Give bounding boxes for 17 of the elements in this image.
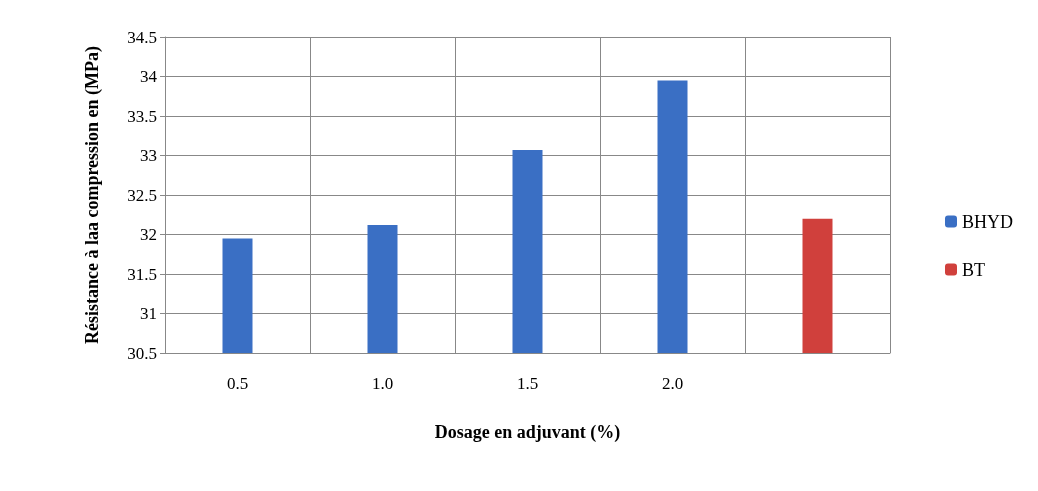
- y-tick-label: 32: [140, 225, 157, 244]
- y-tick-label: 30.5: [127, 343, 157, 363]
- y-tick-label: 31: [140, 304, 157, 323]
- x-tick-label: 1.5: [516, 374, 539, 393]
- x-tick-label: 2.0: [661, 374, 684, 393]
- x-axis-title: Dosage en adjuvant (%): [434, 422, 621, 443]
- legend-label: BHYD: [962, 211, 1014, 232]
- legend-label: BT: [962, 259, 986, 280]
- y-tick-label: 33.5: [127, 106, 157, 126]
- y-tick-label: 34.5: [127, 27, 157, 47]
- x-tick-label: 1.0: [371, 374, 394, 393]
- y-tick-label: 31.5: [127, 264, 157, 284]
- y-tick-label: 33: [140, 146, 157, 165]
- y-tick-label: 32.5: [127, 185, 157, 205]
- x-tick-label: 0.5: [226, 374, 249, 393]
- y-axis-title: Résistance à laa compression en (MPa): [82, 45, 103, 345]
- y-tick-label: 34: [140, 67, 158, 86]
